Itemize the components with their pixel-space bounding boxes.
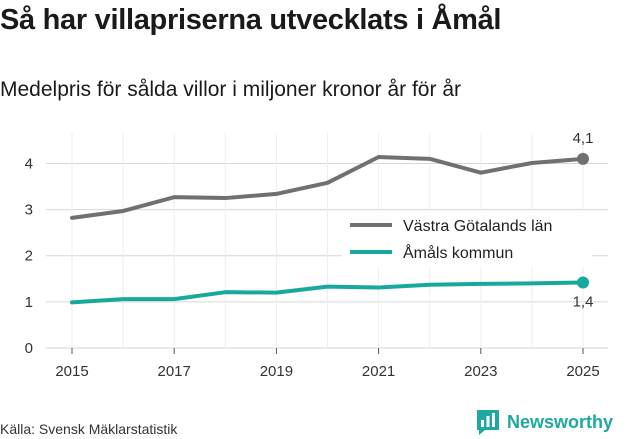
x-tick-label: 2019 xyxy=(260,363,293,380)
y-tick-label: 1 xyxy=(25,294,33,311)
x-tick-label: 2015 xyxy=(55,363,88,380)
series-end-label-2: 1,4 xyxy=(573,293,594,310)
legend: Västra Götalands län Åmåls kommun xyxy=(342,211,592,267)
newsworthy-logo-icon xyxy=(477,410,499,435)
newsworthy-logo-text: Newsworthy xyxy=(507,411,614,432)
legend-background xyxy=(342,211,592,267)
series-end-point-2 xyxy=(577,276,589,289)
y-tick-label: 3 xyxy=(25,202,33,219)
series-line-1 xyxy=(70,154,585,220)
series-lines: 4,1 1,4 xyxy=(70,130,594,310)
chart-title: Så har villapriserna utvecklats i Åmål xyxy=(0,4,502,36)
series-end-point-1 xyxy=(577,152,589,165)
y-tick-label: 2 xyxy=(25,248,33,265)
y-tick-label: 4 xyxy=(25,155,33,172)
y-axis-ticks: 0 1 2 3 4 xyxy=(25,155,33,357)
x-tick-label: 2025 xyxy=(566,363,599,380)
grid-lines xyxy=(46,133,608,349)
y-tick-label: 0 xyxy=(25,340,33,357)
series-end-label-1: 4,1 xyxy=(573,130,594,147)
newsworthy-logo: Newsworthy xyxy=(475,408,613,436)
x-axis-ticks: 2015 2017 2019 2021 2023 2025 xyxy=(55,348,600,380)
x-tick-label: 2017 xyxy=(158,363,191,380)
chart-subtitle: Medelpris för sålda villor i miljoner kr… xyxy=(0,78,461,101)
x-tick-label: 2023 xyxy=(464,363,497,380)
series-line-2 xyxy=(70,280,585,305)
source-note: Källa: Svensk Mäklarstatistik xyxy=(0,421,178,437)
legend-label-2: Åmåls kommun xyxy=(403,243,513,262)
line-chart: 0 1 2 3 4 2015 2017 2019 2021 2023 2025 4,1 1,4 Vä… xyxy=(25,130,608,380)
x-tick-label: 2021 xyxy=(362,363,395,380)
legend-label-1: Västra Götalands län xyxy=(403,218,552,235)
